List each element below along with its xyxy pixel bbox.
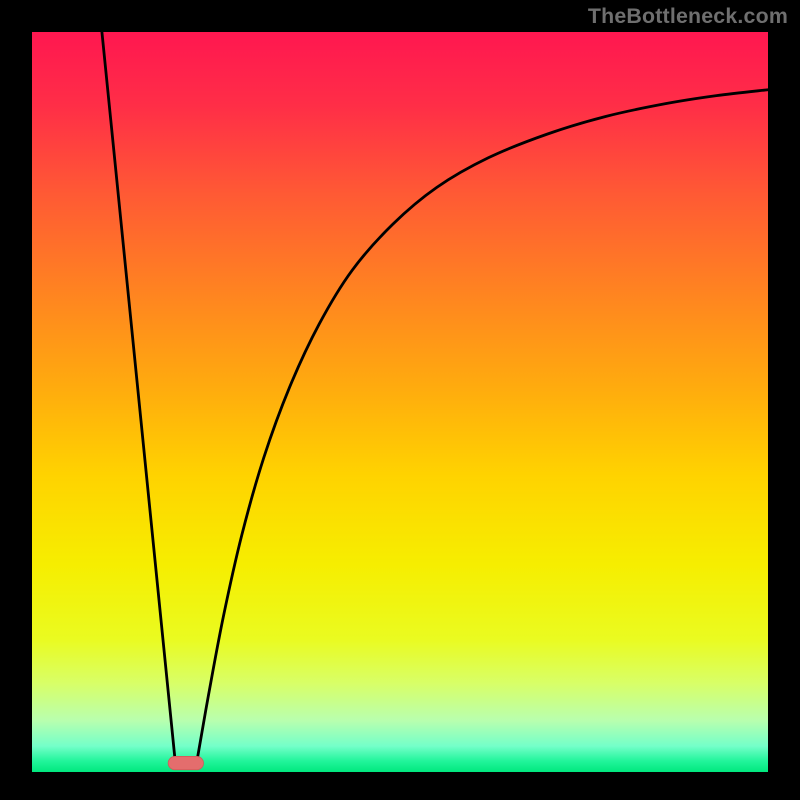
chart-stage: TheBottleneck.com	[0, 0, 800, 800]
plot-background	[32, 32, 768, 772]
bottleneck-chart	[0, 0, 800, 800]
valley-marker	[168, 756, 203, 769]
watermark-text: TheBottleneck.com	[588, 4, 788, 29]
